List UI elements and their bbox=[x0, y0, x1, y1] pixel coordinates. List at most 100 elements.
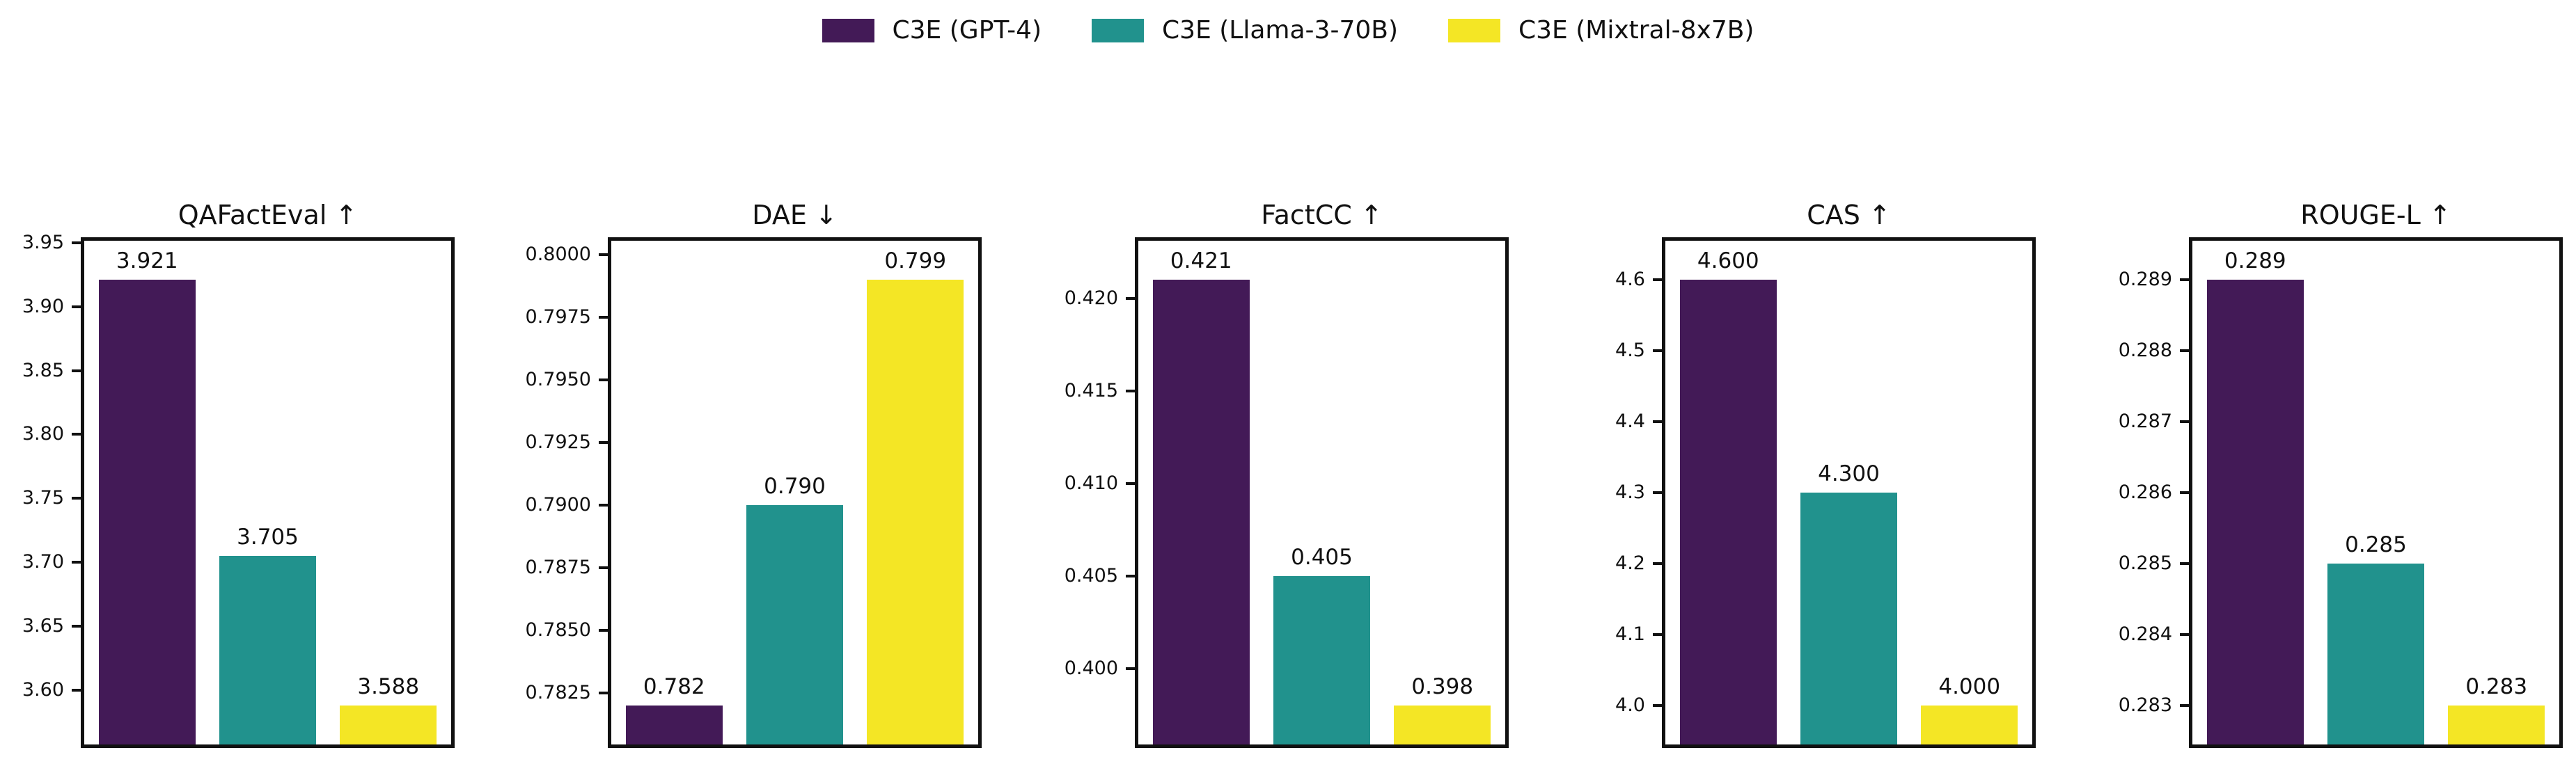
bar-value-label: 0.283 bbox=[2465, 674, 2528, 699]
bar-value-label: 4.300 bbox=[1818, 461, 1880, 486]
y-tick-mark bbox=[1653, 703, 1662, 707]
legend-swatch-c3e-mixtral-8x7b bbox=[1448, 18, 1500, 42]
y-tick-mark bbox=[1653, 349, 1662, 353]
chart-dae: DAE ↓ 0.7825 0.7850 0.7875 0.7900 0.7925 0.79… bbox=[526, 0, 982, 773]
y-tick-mark bbox=[72, 688, 81, 692]
y-tick-mark bbox=[1126, 481, 1135, 485]
legend-swatch-c3e-gpt-4 bbox=[822, 18, 874, 42]
y-tick-mark bbox=[72, 624, 81, 628]
y-tick-label: 0.415 bbox=[1064, 379, 1118, 401]
y-tick-label: 0.420 bbox=[1064, 287, 1118, 309]
bar-c3e-llama-3-70b bbox=[1800, 493, 1897, 748]
y-tick-label: 0.7875 bbox=[525, 556, 591, 578]
y-tick-label: 4.3 bbox=[1615, 481, 1645, 503]
y-tick-mark bbox=[1126, 574, 1135, 577]
bar-c3e-llama-3-70b bbox=[746, 504, 843, 748]
y-tick-mark bbox=[2180, 420, 2189, 424]
legend-label-c3e-llama-3-70b: C3E (Llama-3-70B) bbox=[1162, 16, 1398, 45]
bar-value-label: 4.000 bbox=[1938, 674, 2001, 699]
y-tick-label: 3.65 bbox=[22, 614, 64, 637]
y-tick-mark bbox=[1653, 420, 1662, 424]
y-tick-label: 0.7975 bbox=[525, 306, 591, 328]
y-tick-mark bbox=[72, 497, 81, 500]
y-tick-label: 0.405 bbox=[1064, 564, 1118, 587]
y-tick-label: 4.4 bbox=[1615, 411, 1645, 433]
y-tick-mark bbox=[72, 241, 81, 244]
bar-value-label: 3.921 bbox=[116, 248, 178, 274]
y-tick-mark bbox=[72, 561, 81, 564]
y-tick-label: 0.400 bbox=[1064, 657, 1118, 679]
y-tick-mark bbox=[1653, 561, 1662, 565]
bar-value-label: 0.398 bbox=[1411, 674, 1474, 699]
y-tick-mark bbox=[599, 378, 608, 382]
bar-value-label: 0.782 bbox=[643, 674, 705, 699]
bar-value-label: 0.421 bbox=[1170, 248, 1232, 274]
y-tick-mark bbox=[599, 253, 608, 257]
y-tick-label: 0.287 bbox=[2118, 411, 2172, 433]
y-tick-label: 0.285 bbox=[2118, 552, 2172, 574]
y-tick-label: 4.0 bbox=[1615, 694, 1645, 716]
bar-c3e-llama-3-70b bbox=[1273, 575, 1370, 748]
plot-area: 0.283 0.284 0.285 0.286 0.287 0.288 0.289 0.289… bbox=[2119, 237, 2563, 748]
y-tick-mark bbox=[1126, 296, 1135, 300]
chart-title: ROUGE-L ↑ bbox=[2300, 200, 2451, 230]
y-tick-mark bbox=[72, 369, 81, 372]
bar-c3e-gpt-4 bbox=[2206, 280, 2304, 748]
y-tick-label: 3.95 bbox=[22, 231, 64, 253]
bar-c3e-mixtral-8x7b bbox=[867, 280, 964, 748]
y-tick-label: 0.7825 bbox=[525, 681, 591, 703]
y-tick-mark bbox=[1653, 632, 1662, 636]
legend-label-c3e-mixtral-8x7b: C3E (Mixtral-8x7B) bbox=[1518, 16, 1754, 45]
chart-factcc: FactCC ↑ 0.400 0.405 0.410 0.415 0.420 0.421 0… bbox=[1065, 0, 1509, 773]
bar-c3e-gpt-4 bbox=[625, 705, 723, 748]
y-tick-mark bbox=[2180, 561, 2189, 565]
y-tick-label: 3.60 bbox=[22, 678, 64, 701]
y-tick-mark bbox=[1653, 278, 1662, 282]
y-tick-label: 0.7850 bbox=[525, 619, 591, 641]
y-tick-mark bbox=[599, 316, 608, 319]
y-tick-mark bbox=[599, 503, 608, 507]
y-tick-mark bbox=[2180, 632, 2189, 636]
y-tick-label: 0.283 bbox=[2118, 694, 2172, 716]
y-tick-label: 3.85 bbox=[22, 359, 64, 381]
y-tick-label: 0.7925 bbox=[525, 431, 591, 454]
chart-rouge-l: ROUGE-L ↑ 0.283 0.284 0.285 0.286 0.287 0.288… bbox=[2119, 0, 2563, 773]
bar-c3e-llama-3-70b bbox=[2327, 563, 2424, 748]
bar-c3e-gpt-4 bbox=[1152, 280, 1250, 748]
bar-c3e-mixtral-8x7b bbox=[340, 705, 437, 748]
y-tick-label: 4.1 bbox=[1615, 623, 1645, 645]
y-tick-label: 0.286 bbox=[2118, 481, 2172, 503]
y-tick-mark bbox=[599, 441, 608, 445]
bar-value-label: 0.289 bbox=[2224, 248, 2286, 274]
bar-value-label: 0.790 bbox=[764, 473, 826, 499]
bar-value-label: 0.285 bbox=[2345, 532, 2407, 557]
y-tick-label: 4.5 bbox=[1615, 340, 1645, 362]
y-tick-mark bbox=[1126, 667, 1135, 670]
y-tick-mark bbox=[72, 305, 81, 308]
y-tick-label: 0.8000 bbox=[525, 244, 591, 266]
y-tick-label: 0.7900 bbox=[525, 493, 591, 516]
legend: C3E (GPT-4) C3E (Llama-3-70B) C3E (Mixtr… bbox=[0, 15, 2576, 45]
y-tick-mark bbox=[2180, 491, 2189, 494]
legend-item-c3e-mixtral-8x7b: C3E (Mixtral-8x7B) bbox=[1448, 15, 1754, 45]
y-tick-mark bbox=[1653, 491, 1662, 494]
y-tick-mark bbox=[72, 433, 81, 436]
y-tick-label: 4.2 bbox=[1615, 552, 1645, 574]
bar-value-label: 0.405 bbox=[1291, 544, 1353, 570]
y-tick-mark bbox=[599, 566, 608, 569]
legend-item-c3e-llama-3-70b: C3E (Llama-3-70B) bbox=[1092, 15, 1398, 45]
y-tick-label: 3.70 bbox=[22, 551, 64, 573]
y-tick-label: 3.80 bbox=[22, 423, 64, 445]
bar-value-label: 3.705 bbox=[237, 524, 299, 550]
bar-c3e-gpt-4 bbox=[98, 280, 196, 748]
bar-value-label: 0.799 bbox=[884, 248, 947, 274]
bar-value-label: 4.600 bbox=[1697, 248, 1759, 274]
legend-item-c3e-gpt-4: C3E (GPT-4) bbox=[822, 15, 1042, 45]
bar-c3e-gpt-4 bbox=[1679, 280, 1777, 748]
plot-area: 0.7825 0.7850 0.7875 0.7900 0.7925 0.7950 0.79… bbox=[526, 237, 982, 748]
chart-title: CAS ↑ bbox=[1807, 200, 1891, 230]
plot-area: 3.60 3.65 3.70 3.75 3.80 3.85 3.90 3.95 3.921 3.7… bbox=[22, 232, 455, 748]
y-tick-label: 0.7950 bbox=[525, 369, 591, 391]
legend-label-c3e-gpt-4: C3E (GPT-4) bbox=[892, 16, 1042, 45]
bar-value-label: 3.588 bbox=[357, 674, 420, 699]
